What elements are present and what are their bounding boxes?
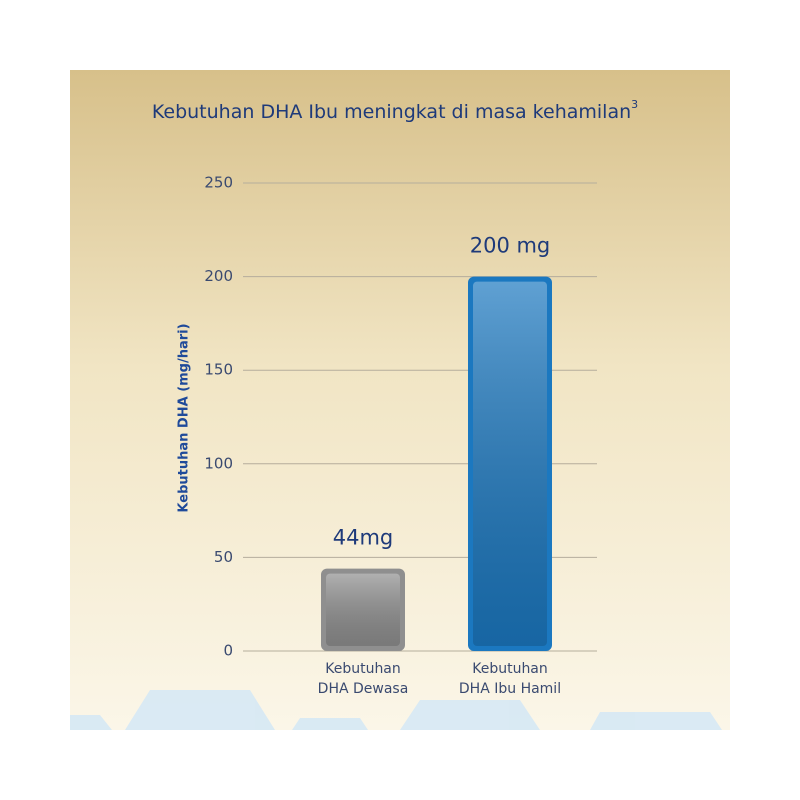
y-tick-label: 250 — [204, 174, 233, 192]
x-tick-label: Kebutuhan DHA Dewasa — [318, 661, 409, 697]
title-text: Kebutuhan DHA Ibu meningkat di masa keha… — [152, 101, 631, 123]
bar-shade — [326, 573, 400, 646]
value-label: 200 mg — [470, 234, 551, 258]
bar-shade — [473, 281, 547, 646]
y-tick-label: 50 — [214, 548, 233, 566]
x-tick-label: Kebutuhan DHA Ibu Hamil — [459, 661, 561, 697]
hexagon-decor — [70, 690, 722, 730]
y-tick-label: 200 — [204, 267, 233, 285]
value-label: 44mg — [333, 526, 394, 550]
y-tick-label: 100 — [204, 454, 233, 472]
y-tick-label: 150 — [204, 361, 233, 379]
title-superscript: 3 — [631, 98, 638, 111]
y-axis-label: Kebutuhan DHA (mg/hari) — [177, 323, 192, 512]
chart-title: Kebutuhan DHA Ibu meningkat di masa keha… — [152, 98, 638, 123]
y-tick-label: 0 — [223, 642, 233, 660]
